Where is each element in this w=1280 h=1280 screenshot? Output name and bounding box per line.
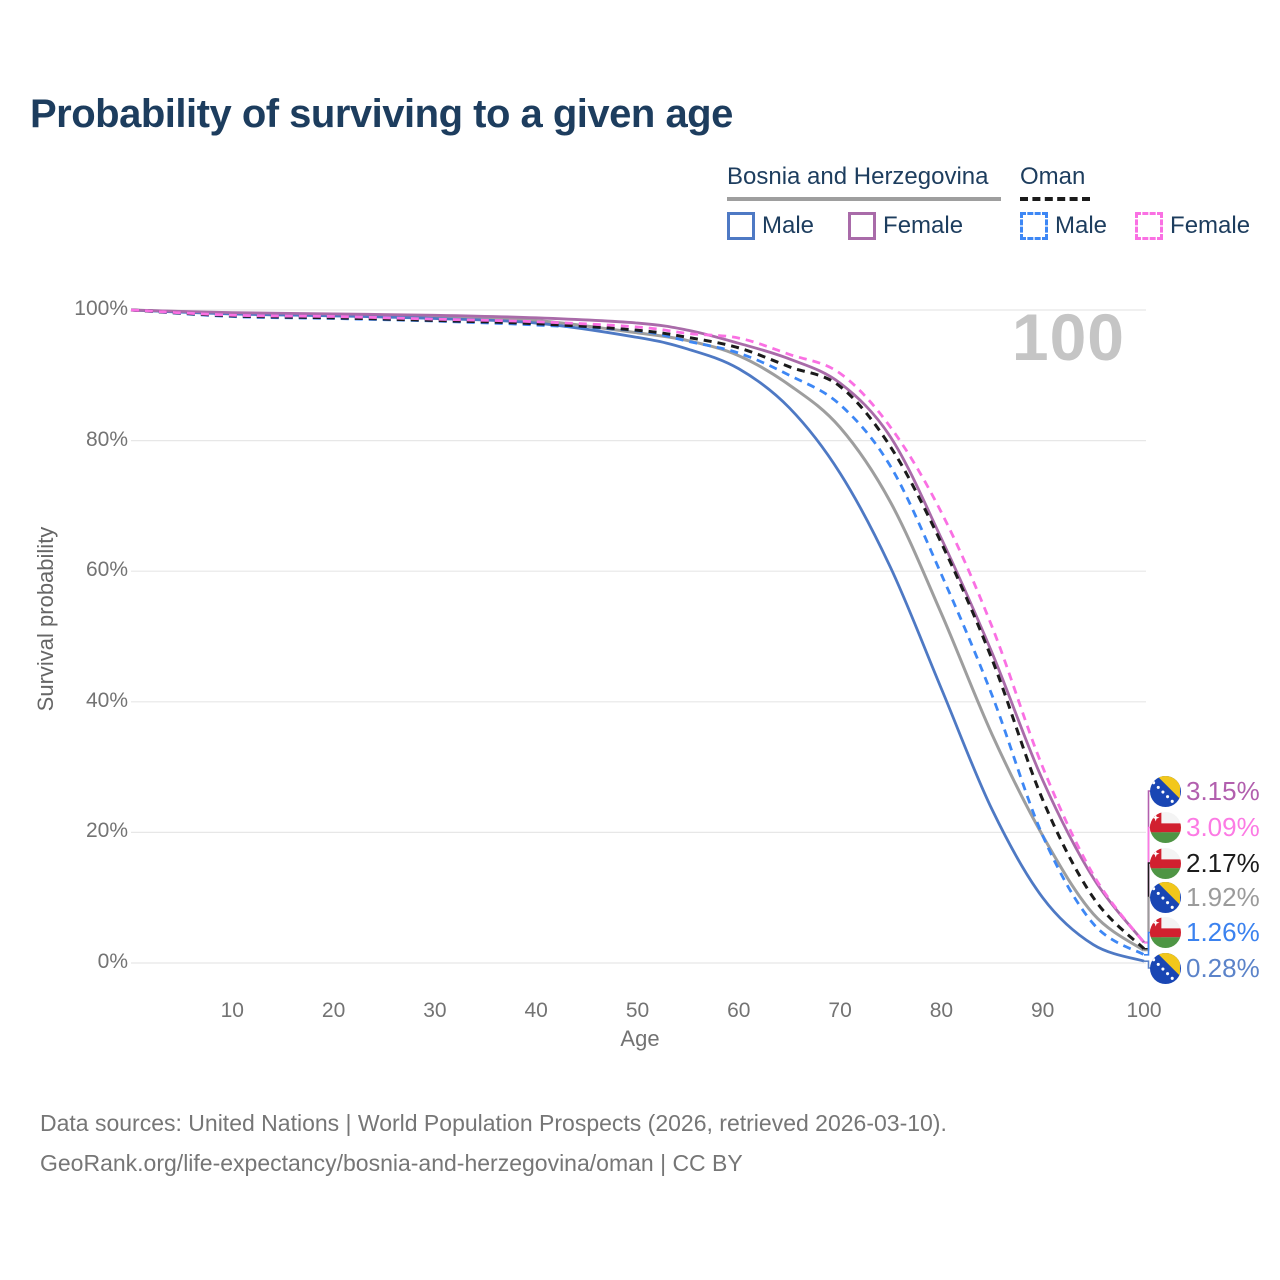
- page-title: Probability of surviving to a given age: [30, 92, 733, 136]
- bosnia-flag-icon: [1150, 775, 1181, 807]
- x-tick-label: 90: [1031, 999, 1055, 1022]
- x-tick-label: 60: [727, 999, 751, 1022]
- end-label-oman-both[interactable]: 2.17%: [1150, 846, 1260, 880]
- legend-item-bosnia-female[interactable]: Female: [848, 212, 963, 240]
- x-tick-label: 100: [1126, 999, 1162, 1022]
- bosnia-male-swatch-icon: [727, 212, 755, 240]
- attribution-link[interactable]: GeoRank.org/life-expectancy/bosnia-and-h…: [40, 1150, 743, 1176]
- legend-group-oman: Oman Male Female: [1020, 163, 1250, 240]
- oman-male-swatch-icon: [1020, 212, 1048, 240]
- legend-item-bosnia-male[interactable]: Male: [727, 212, 814, 240]
- bosnia-female-swatch-icon: [848, 212, 877, 240]
- bosnia-flag-icon: [1150, 882, 1181, 913]
- legend-item-oman-female[interactable]: Female: [1135, 212, 1250, 240]
- x-tick-label: 20: [321, 999, 346, 1022]
- y-tick-label: 100%: [74, 297, 128, 320]
- legend-group-bosnia: Bosnia and Herzegovina Male Female: [727, 163, 1001, 240]
- y-tick-label: 0%: [97, 950, 128, 973]
- y-tick-label: 60%: [85, 558, 128, 582]
- legend-header-oman[interactable]: Oman: [1020, 163, 1086, 190]
- end-label-bosnia-both[interactable]: 1.92%: [1150, 881, 1260, 915]
- oman-flag-icon: [1150, 812, 1181, 843]
- oman-flag-icon: [1150, 917, 1181, 948]
- end-label-oman-male[interactable]: 1.26%: [1150, 916, 1260, 950]
- y-tick-label: 40%: [85, 688, 128, 712]
- x-axis-title: Age: [620, 1026, 660, 1051]
- end-label-bosnia-female[interactable]: 3.15%: [1150, 774, 1260, 808]
- age-marker-watermark: 100: [1011, 300, 1125, 374]
- oman-flag-icon: [1150, 847, 1181, 879]
- legend-header-bosnia[interactable]: Bosnia and Herzegovina: [727, 163, 989, 190]
- oman-female-swatch-icon: [1135, 212, 1164, 240]
- bosnia-line-style-sample: [727, 197, 1001, 201]
- x-tick-label: 10: [220, 999, 244, 1022]
- y-tick-label: 20%: [85, 819, 128, 843]
- x-tick-label: 40: [524, 999, 548, 1022]
- bosnia-flag-icon: [1150, 952, 1181, 984]
- y-tick-label: 80%: [85, 427, 128, 451]
- x-tick-label: 30: [423, 999, 447, 1022]
- y-axis-title: Survival probability: [33, 526, 58, 712]
- x-tick-label: 80: [929, 999, 954, 1022]
- end-label-oman-female[interactable]: 3.09%: [1150, 811, 1260, 845]
- x-tick-label: 70: [828, 999, 852, 1022]
- end-label-bosnia-male[interactable]: 0.28%: [1150, 951, 1260, 985]
- oman-line-style-sample: [1020, 197, 1090, 201]
- data-sources-note: Data sources: United Nations | World Pop…: [40, 1110, 947, 1136]
- legend-item-oman-male[interactable]: Male: [1020, 212, 1107, 240]
- x-tick-label: 50: [625, 999, 650, 1022]
